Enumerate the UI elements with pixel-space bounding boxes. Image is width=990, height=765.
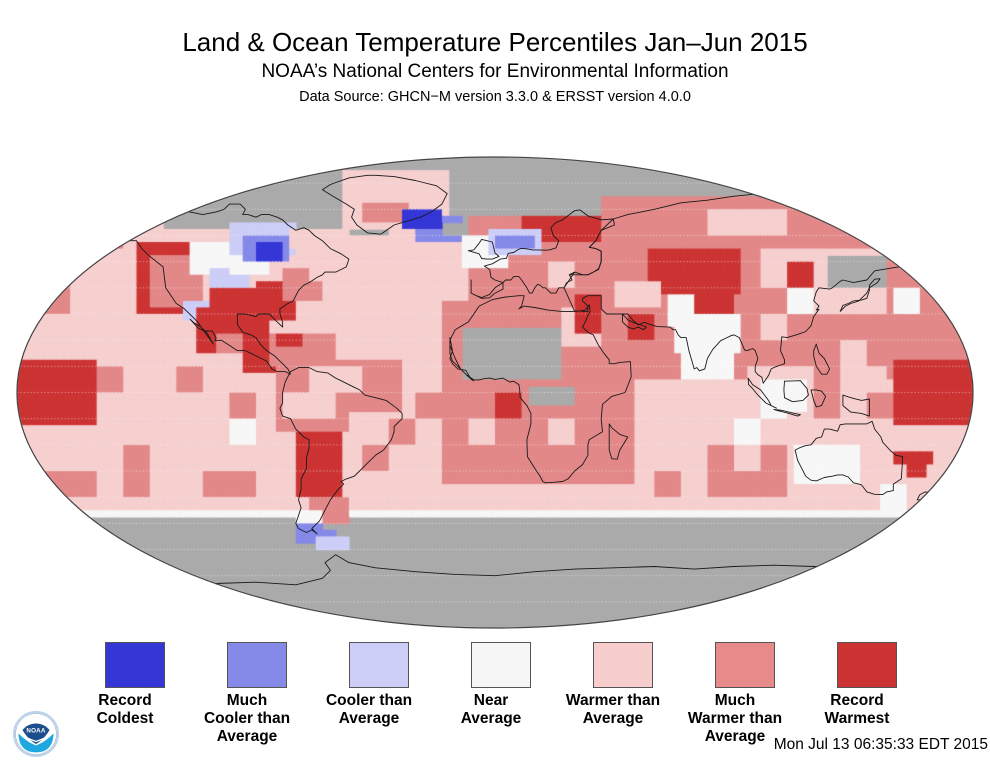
- svg-text:NOAA: NOAA: [26, 727, 46, 734]
